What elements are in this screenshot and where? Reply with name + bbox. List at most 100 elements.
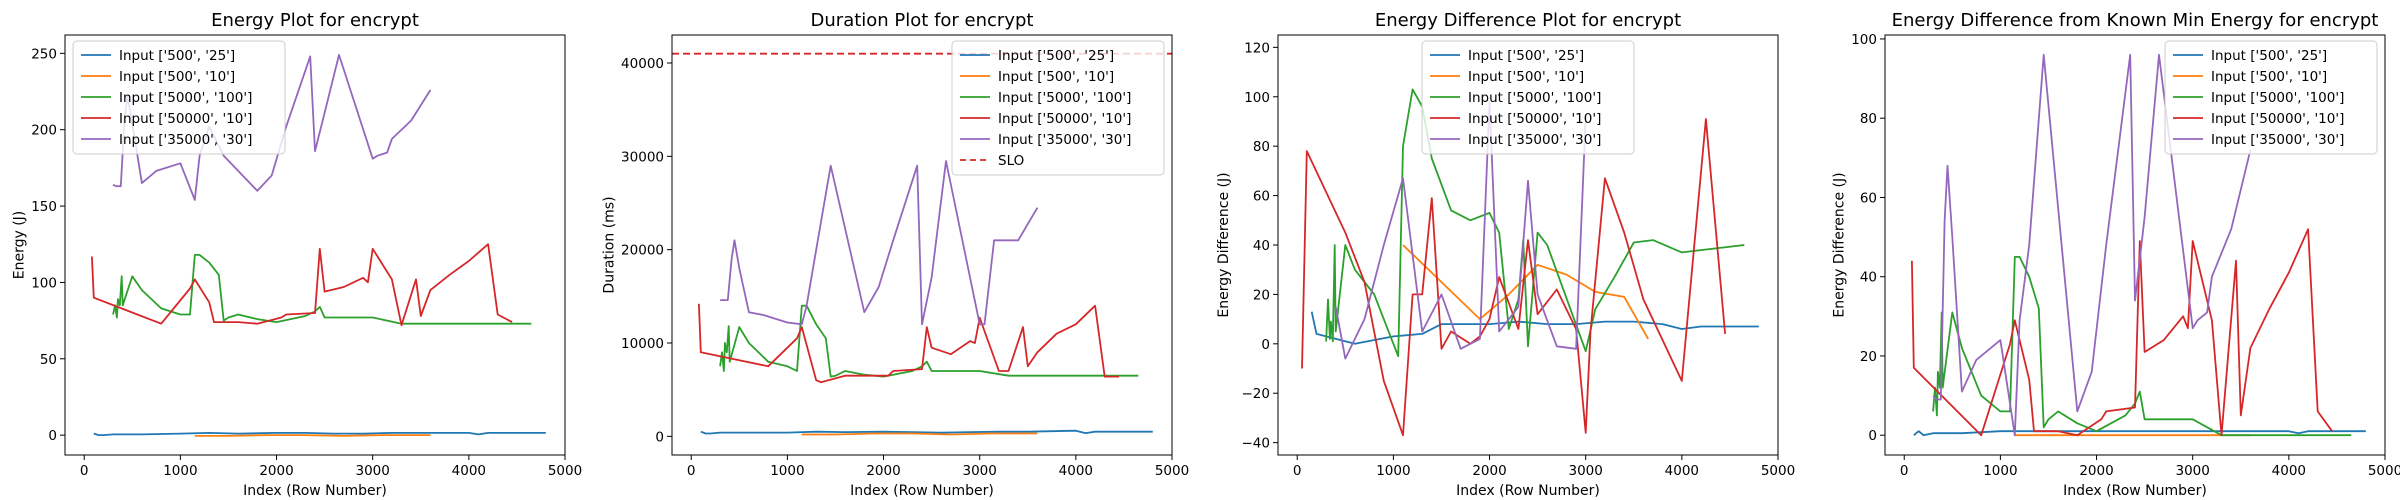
y-tick-label: 200 [31,123,57,139]
y-tick-label: 60 [1860,190,1877,206]
series-line-3 [1932,255,2352,437]
y-tick-label: 20 [1860,349,1877,365]
x-axis-label: Index (Row Number) [243,483,387,499]
plot-area [1911,53,2366,437]
series-line-5 [1932,53,2252,437]
x-tick-label: 4000 [1665,463,1699,479]
series-line-2 [1402,244,1649,340]
y-tick-label: 0 [1868,428,1877,444]
x-tick-label: 1000 [163,463,197,479]
x-tick-label: 5000 [1155,463,1189,479]
y-tick-label: 0 [655,429,664,445]
legend-label: Input ['35000', '30'] [998,132,1131,148]
x-tick-label: 0 [1293,463,1302,479]
legend: Input ['500', '25'] Input ['500', '10'] In… [2164,40,2378,155]
x-tick-label: 2000 [1472,463,1506,479]
y-tick-label: 60 [1253,189,1270,205]
legend-label: Input ['50000', '10'] [2211,111,2344,127]
series-line-4 [1911,228,2333,437]
x-tick-label: 5000 [2368,463,2400,479]
chart-title: Duration Plot for encrypt [811,10,1034,31]
series-line-4 [1301,118,1726,437]
y-tick-label: 20 [1253,287,1270,303]
legend-box [2164,40,2378,155]
series-line-4 [91,243,513,327]
legend-label: Input ['500', '10'] [119,69,235,85]
y-tick-label: 50 [40,352,57,368]
series-line-1 [1310,311,1759,345]
legend-box [1421,40,1635,155]
chart-title: Energy Difference from Known Min Energy … [1892,10,2379,31]
legend: Input ['500', '25'] Input ['500', '10'] In… [1421,40,1635,155]
x-tick-label: 2000 [866,463,900,479]
x-tick-label: 3000 [356,463,390,479]
x-tick-label: 4000 [1059,463,1093,479]
y-tick-label: 80 [1253,139,1270,155]
y-tick-label: −40 [1242,436,1271,452]
legend-label: Input ['5000', '100'] [119,90,252,106]
x-tick-label: 1000 [1983,463,2017,479]
y-axis-label: Energy (J) [12,211,28,280]
legend: Input ['500', '25'] Input ['500', '10'] In… [951,40,1165,176]
plot-area [672,52,1172,436]
y-tick-label: 40 [1860,270,1877,286]
chart-panel-4: Energy Difference from Known Min Energy … [1832,10,2400,499]
x-tick-label: 2000 [259,463,293,479]
y-tick-label: −20 [1242,386,1271,402]
legend-label: Input ['500', '10'] [1468,69,1584,85]
chart-title: Energy Difference Plot for encrypt [1375,10,1681,31]
legend-label: Input ['50000', '10'] [119,111,252,127]
axes-frame [64,34,566,456]
chart-panel-2: Duration Plot for encrypt 0 1000 2000 3000 40… [602,10,1190,499]
legend-label: Input ['35000', '30'] [2211,132,2344,148]
legend-label: SLO [998,153,1024,169]
y-tick-label: 0 [1261,337,1270,353]
legend-box [72,40,286,155]
y-tick-label: 30000 [621,149,664,165]
legend-label: Input ['35000', '30'] [119,132,252,148]
legend-label: Input ['500', '25'] [2211,48,2327,64]
x-tick-label: 0 [1900,463,1909,479]
y-tick-label: 0 [48,428,57,444]
series-line-5 [1334,100,1587,360]
x-tick-label: 1000 [1376,463,1410,479]
x-tick-label: 3000 [2176,463,2210,479]
y-tick-label: 40000 [621,56,664,72]
y-tick-label: 80 [1860,111,1877,127]
x-axis-label: Index (Row Number) [1456,483,1600,499]
x-tick-label: 0 [687,463,696,479]
y-tick-label: 100 [31,275,57,291]
x-tick-label: 4000 [452,463,486,479]
legend-label: Input ['5000', '100'] [1468,90,1601,106]
x-tick-label: 0 [80,463,89,479]
x-axis-label: Index (Row Number) [850,483,994,499]
axes-frame [1884,34,2386,456]
chart-title: Energy Plot for encrypt [211,10,419,31]
x-tick-label: 3000 [963,463,997,479]
y-tick-label: 250 [31,46,57,62]
y-tick-label: 100 [1851,32,1877,48]
x-tick-label: 2000 [2079,463,2113,479]
x-tick-label: 3000 [1569,463,1603,479]
legend-label: Input ['500', '25'] [1468,48,1584,64]
series-line-1 [1913,430,2366,437]
series-line-4 [698,303,1120,384]
x-tick-label: 1000 [770,463,804,479]
series-line-2 [801,432,1038,436]
y-tick-label: 120 [1244,40,1270,56]
legend-label: Input ['5000', '100'] [2211,90,2344,106]
y-tick-label: 20000 [621,243,664,259]
x-tick-label: 4000 [2272,463,2306,479]
y-tick-label: 40 [1253,238,1270,254]
series-line-5 [720,160,1039,326]
legend-label: Input ['500', '10'] [2211,69,2327,85]
legend-label: Input ['50000', '10'] [1468,111,1601,127]
legend-box [951,40,1165,176]
y-tick-label: 100 [1244,90,1270,106]
legend-label: Input ['500', '10'] [998,69,1114,85]
legend: Input ['500', '25'] Input ['500', '10'] In… [72,40,286,155]
series-line-1 [700,429,1153,435]
legend-label: Input ['500', '25'] [998,48,1114,64]
